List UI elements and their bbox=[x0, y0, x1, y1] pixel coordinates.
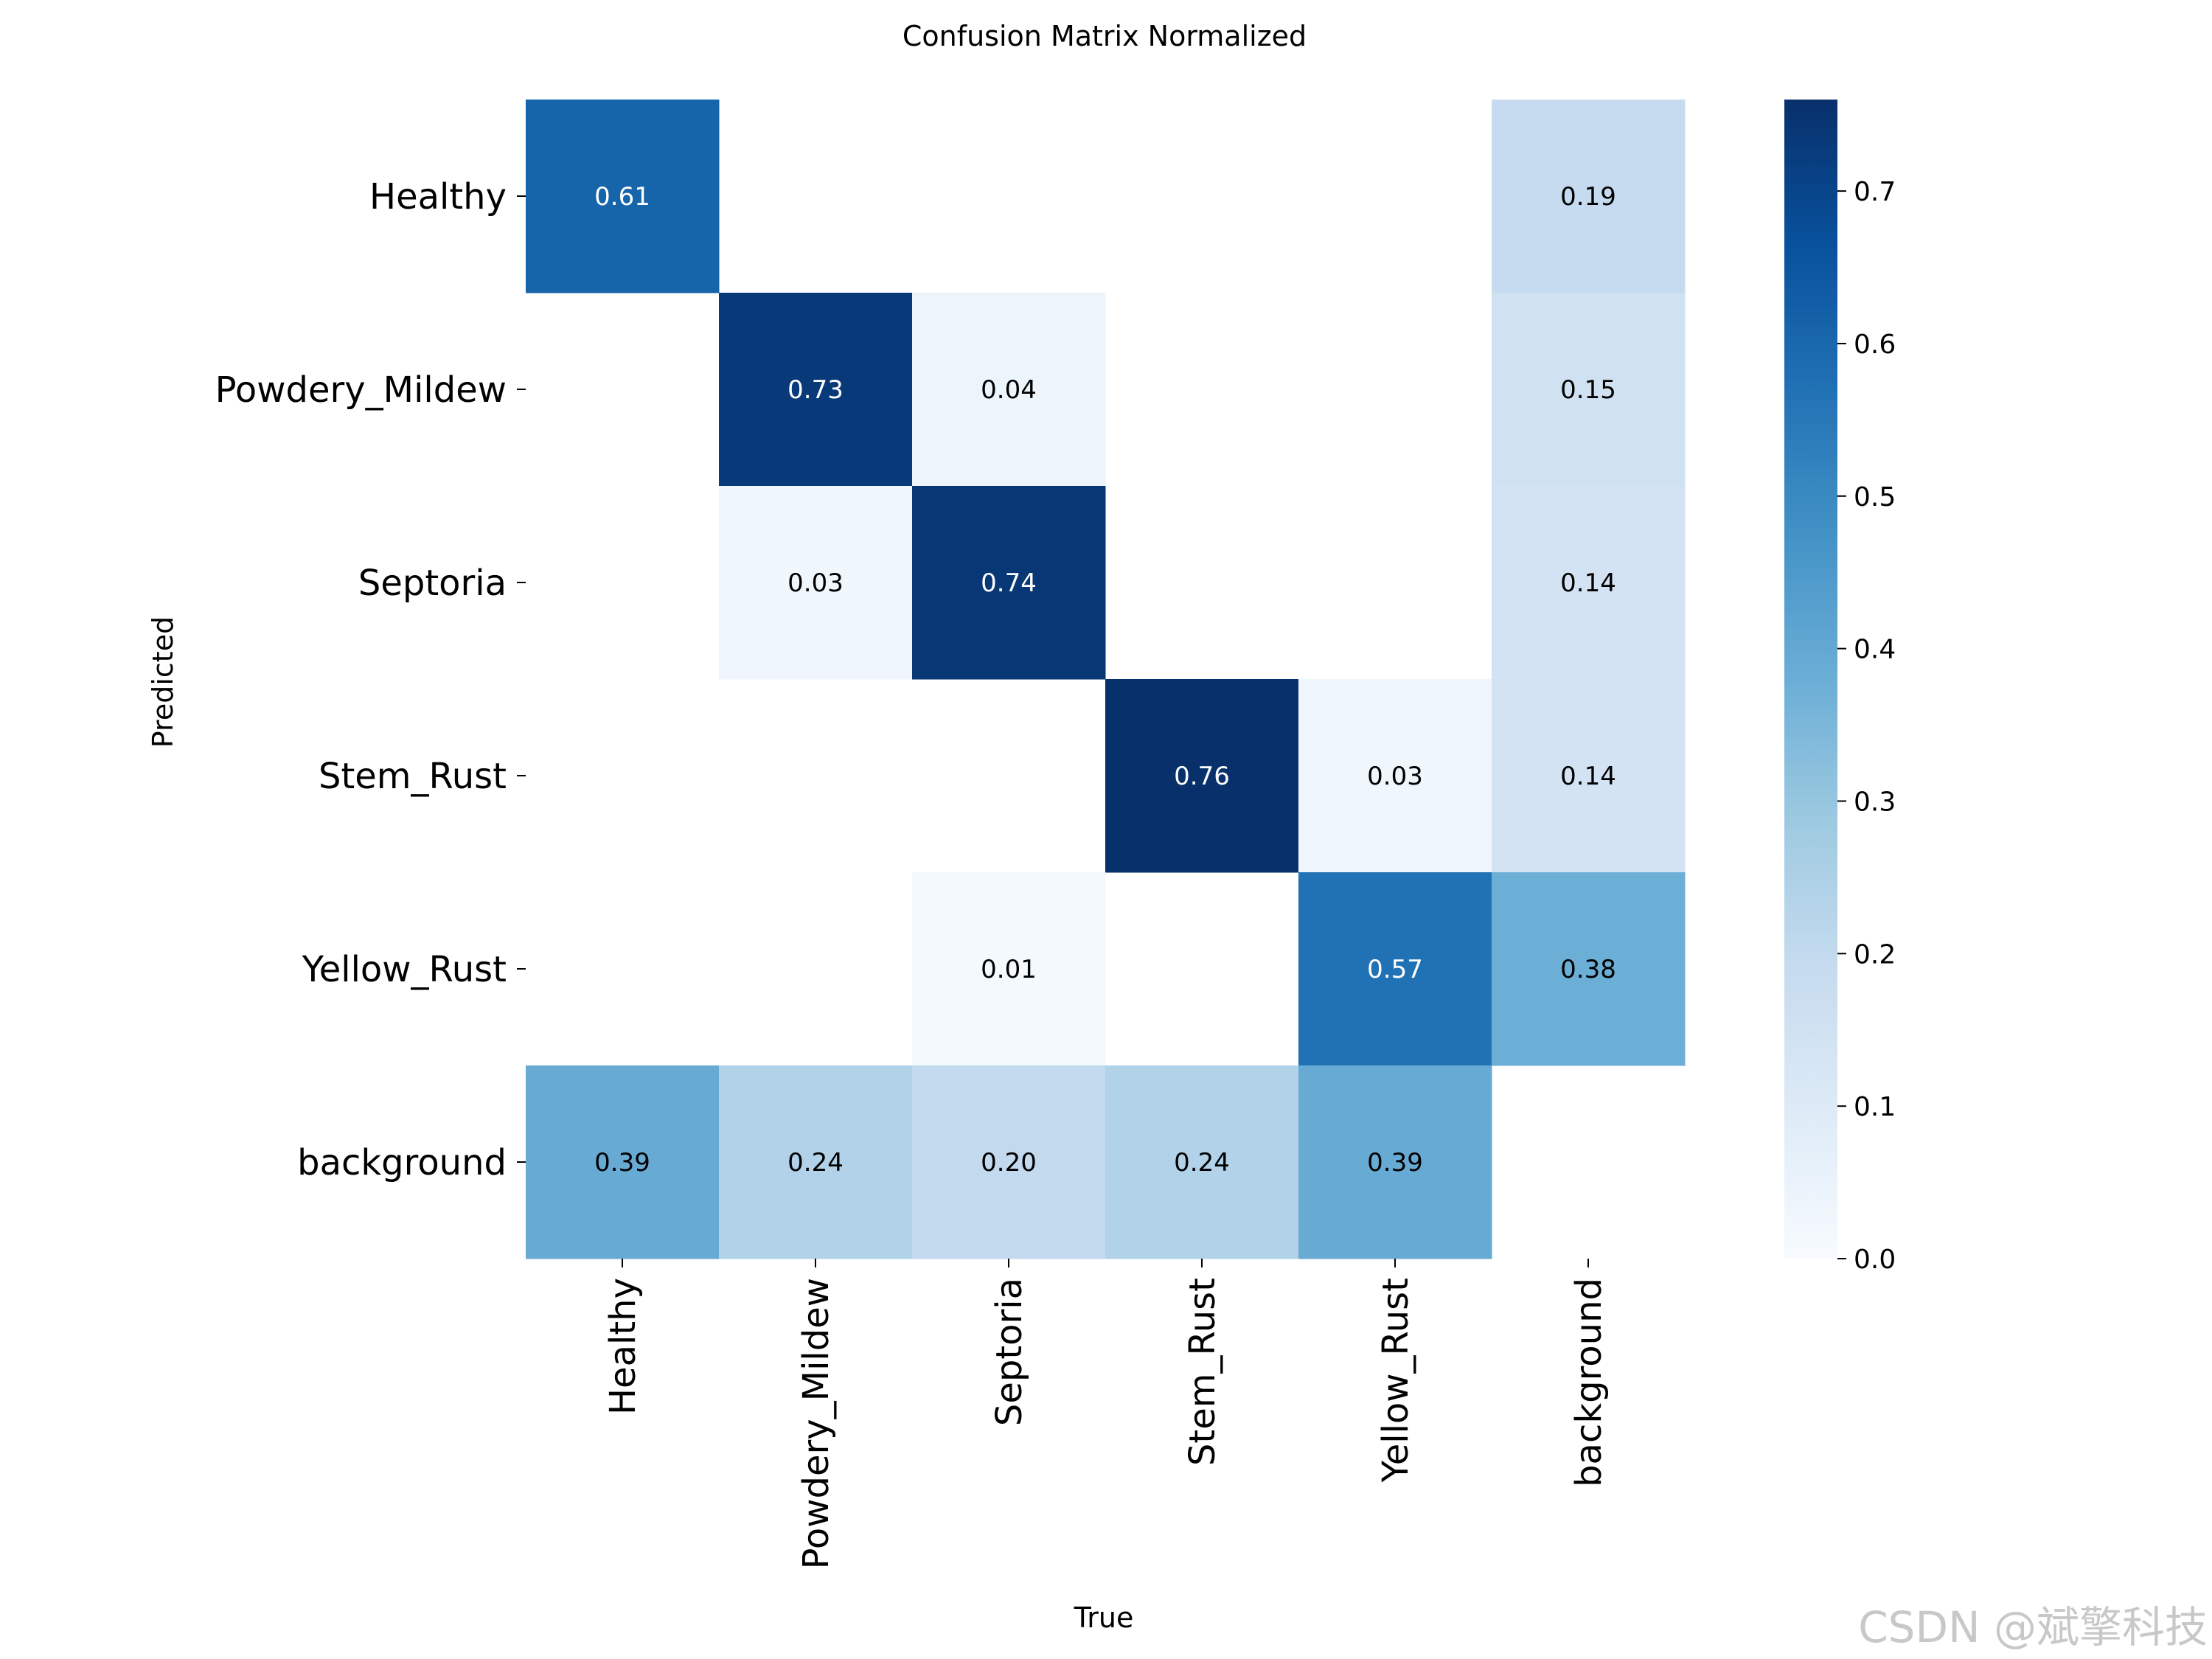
colorbar-gradient bbox=[1784, 100, 1837, 1259]
colorbar-tick-label: 0.1 bbox=[1854, 1092, 1896, 1122]
cell-value-label: 0.04 bbox=[981, 375, 1037, 405]
heatmap-cell bbox=[719, 486, 913, 680]
cell-value-label: 0.24 bbox=[1174, 1148, 1230, 1178]
x-tick-label: Healthy bbox=[602, 1278, 644, 1415]
cell-value-label: 0.57 bbox=[1367, 955, 1423, 984]
colorbar: 0.0 0.1 0.2 0.3 0.4 0.5 0.6 0.7 bbox=[1784, 100, 1896, 1275]
colorbar-tick-label: 0.7 bbox=[1854, 177, 1896, 207]
y-tick-label: Powdery_Mildew bbox=[215, 369, 507, 411]
cell-value-label: 0.03 bbox=[1367, 762, 1423, 791]
y-tick-label: Stem_Rust bbox=[319, 756, 507, 797]
colorbar-tick-label: 0.0 bbox=[1854, 1245, 1896, 1275]
heatmap-cell bbox=[1492, 872, 1686, 1066]
cell-value-label: 0.73 bbox=[787, 375, 844, 405]
x-tick-label: Yellow_Rust bbox=[1375, 1278, 1416, 1483]
cell-value-label: 0.38 bbox=[1560, 955, 1616, 984]
heatmap-cell bbox=[1492, 486, 1686, 680]
heatmap-cell bbox=[526, 100, 720, 293]
cell-value-label: 0.61 bbox=[594, 182, 650, 212]
heatmap-cell bbox=[719, 293, 913, 487]
cell-value-label: 0.39 bbox=[594, 1148, 650, 1178]
y-axis-label: Predicted bbox=[147, 616, 179, 748]
x-tick-label: Stem_Rust bbox=[1182, 1278, 1223, 1466]
colorbar-tick-label: 0.6 bbox=[1854, 330, 1896, 360]
y-tick-label: background bbox=[297, 1142, 507, 1183]
colorbar-tick-label: 0.5 bbox=[1854, 482, 1896, 512]
cell-value-label: 0.03 bbox=[787, 568, 844, 598]
heatmap-cell-labels: 0.61 0.19 0.73 0.04 0.15 0.03 0.74 0.14 0.76 0.03… bbox=[594, 182, 1616, 1178]
cell-value-label: 0.76 bbox=[1174, 762, 1230, 791]
y-axis: Healthy Powdery_Mildew Septoria Stem_Rust Ye… bbox=[215, 176, 526, 1183]
cell-value-label: 0.74 bbox=[981, 568, 1037, 598]
cell-value-label: 0.24 bbox=[787, 1148, 844, 1178]
heatmap-cell bbox=[719, 1065, 913, 1259]
cell-value-label: 0.39 bbox=[1367, 1148, 1423, 1178]
colorbar-tick-label: 0.3 bbox=[1854, 787, 1896, 817]
heatmap-cell bbox=[1105, 1065, 1299, 1259]
watermark: CSDN @斌擎科技 bbox=[1858, 1602, 2208, 1652]
heatmap-cell bbox=[1105, 679, 1299, 873]
y-tick-label: Septoria bbox=[358, 563, 507, 604]
chart-title: Confusion Matrix Normalized bbox=[902, 20, 1307, 52]
x-axis: Healthy Powdery_Mildew Septoria Stem_Rust Ye… bbox=[602, 1259, 1610, 1569]
x-axis-label: True bbox=[1074, 1601, 1134, 1634]
x-tick-label: background bbox=[1568, 1278, 1610, 1487]
colorbar-tick-label: 0.4 bbox=[1854, 635, 1896, 665]
colorbar-tick-label: 0.2 bbox=[1854, 939, 1896, 970]
heatmap-cell bbox=[1298, 872, 1492, 1066]
heatmap-cell bbox=[912, 293, 1106, 487]
y-tick-label: Healthy bbox=[369, 176, 507, 218]
cell-value-label: 0.14 bbox=[1560, 762, 1616, 791]
heatmap-cell bbox=[1298, 1065, 1492, 1259]
heatmap-cell bbox=[1492, 293, 1686, 487]
x-tick-label: Septoria bbox=[989, 1278, 1030, 1426]
y-tick-label: Yellow_Rust bbox=[302, 949, 507, 990]
x-tick-label: Powdery_Mildew bbox=[796, 1278, 837, 1569]
heatmap-cell bbox=[526, 1065, 720, 1259]
heatmap-cell bbox=[912, 872, 1106, 1066]
cell-value-label: 0.01 bbox=[981, 955, 1037, 984]
heatmap-cell bbox=[1492, 100, 1686, 293]
cell-value-label: 0.19 bbox=[1560, 182, 1616, 212]
heatmap-cell bbox=[912, 1065, 1106, 1259]
cell-value-label: 0.14 bbox=[1560, 568, 1616, 598]
heatmap-cell bbox=[1492, 679, 1686, 873]
heatmap-cell bbox=[1298, 679, 1492, 873]
cell-value-label: 0.15 bbox=[1560, 375, 1616, 405]
heatmap-cell bbox=[912, 486, 1106, 680]
heatmap-cells bbox=[526, 100, 1686, 1259]
cell-value-label: 0.20 bbox=[981, 1148, 1037, 1178]
